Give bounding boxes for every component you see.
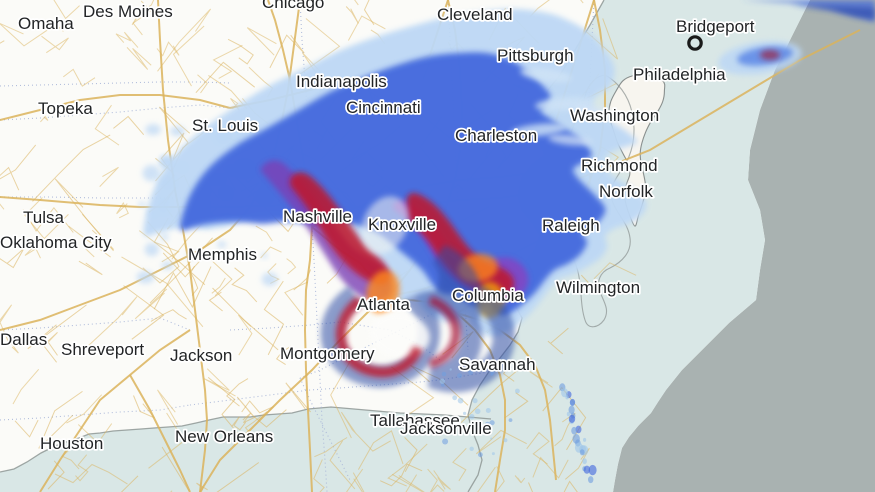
svg-text:Topeka: Topeka [38,99,93,118]
svg-text:Savannah: Savannah [459,355,536,374]
svg-text:Raleigh: Raleigh [542,216,600,235]
svg-text:Charleston: Charleston [455,126,537,145]
svg-text:Chicago: Chicago [262,0,324,12]
svg-text:Memphis: Memphis [188,245,257,264]
svg-text:Des Moines: Des Moines [83,2,173,21]
svg-text:Atlanta: Atlanta [357,295,410,314]
svg-text:St. Louis: St. Louis [192,116,258,135]
svg-text:Indianapolis: Indianapolis [296,72,387,91]
svg-text:Cleveland: Cleveland [437,5,513,24]
svg-text:Montgomery: Montgomery [280,344,375,363]
svg-text:Philadelphia: Philadelphia [633,65,726,84]
svg-text:Bridgeport: Bridgeport [676,17,755,36]
svg-text:Cincinnati: Cincinnati [346,98,421,117]
svg-text:Oklahoma City: Oklahoma City [0,233,112,252]
svg-text:Washington: Washington [570,106,659,125]
svg-text:Nashville: Nashville [283,207,352,226]
svg-text:Richmond: Richmond [581,156,658,175]
svg-text:Columbia: Columbia [452,286,524,305]
svg-text:Wilmington: Wilmington [556,278,640,297]
svg-text:Houston: Houston [40,434,103,453]
svg-text:Knoxville: Knoxville [368,215,436,234]
svg-text:Jacksonville: Jacksonville [400,419,492,438]
svg-text:Dallas: Dallas [0,330,47,349]
svg-text:Shreveport: Shreveport [61,340,144,359]
svg-text:Pittsburgh: Pittsburgh [497,46,574,65]
svg-text:Norfolk: Norfolk [599,182,653,201]
svg-text:Tulsa: Tulsa [23,208,64,227]
svg-text:Jackson: Jackson [170,346,232,365]
svg-text:New Orleans: New Orleans [175,427,273,446]
svg-text:Omaha: Omaha [18,14,74,33]
